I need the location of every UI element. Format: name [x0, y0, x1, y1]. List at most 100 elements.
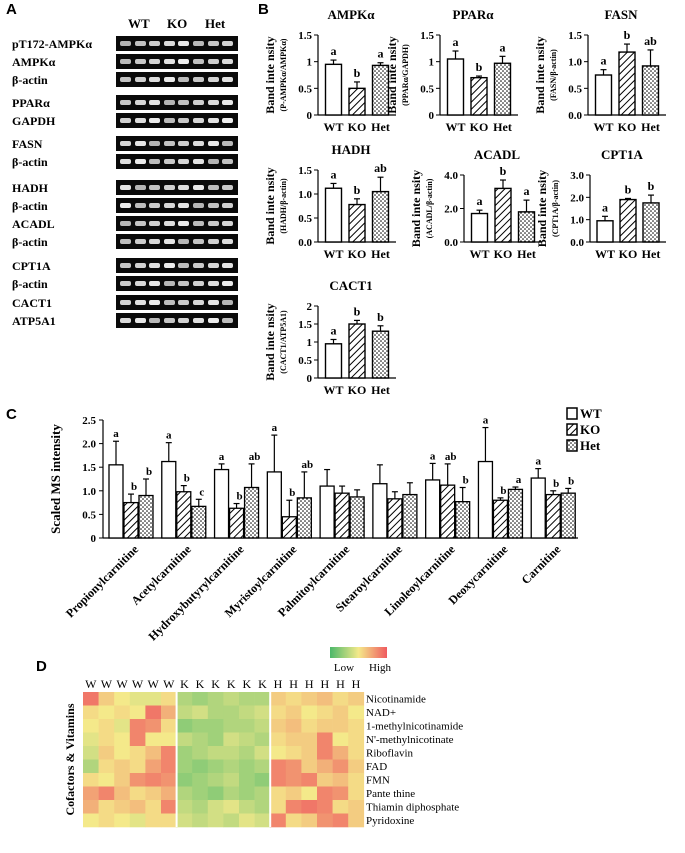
blot-label: PPARα — [12, 96, 50, 110]
heatmap-cell — [176, 786, 193, 801]
heatmap-cell — [145, 692, 162, 706]
bar-wt — [266, 471, 282, 539]
blot-label: β-actin — [12, 73, 48, 87]
heatmap-cell — [317, 732, 333, 747]
significance-letter: b — [568, 475, 574, 487]
heatmap-cell — [129, 719, 146, 733]
x-category-label: Stearoylcarnitine — [333, 542, 406, 615]
legend-swatch — [566, 407, 578, 420]
row-label: N'-methylnicotinate — [366, 734, 454, 746]
blot-band — [222, 203, 234, 208]
blot-band — [163, 239, 175, 244]
heatmap-cell — [270, 786, 287, 801]
heatmap-cell — [129, 732, 146, 747]
blot-band — [134, 318, 146, 323]
heatmap-cell — [223, 813, 240, 828]
blot-band — [193, 141, 204, 146]
blot-strip — [116, 136, 238, 151]
significance-letter: a — [516, 474, 522, 486]
blot-band — [163, 159, 175, 164]
heatmap-cell — [254, 786, 271, 801]
heatmap-cell — [239, 732, 255, 747]
bar-ko — [492, 499, 509, 539]
blot-band — [178, 221, 190, 226]
heatmap-cell — [348, 786, 365, 801]
heatmap-cell — [207, 719, 224, 733]
heatmap-cell — [114, 773, 131, 787]
heatmap-cell — [348, 800, 365, 814]
blot-label: β-actin — [12, 155, 48, 169]
blot-strip — [116, 36, 238, 51]
y-axis-label: Band inte nsity — [533, 36, 547, 113]
heatmap-cell — [239, 773, 255, 787]
y-tick-label: 3.0 — [570, 170, 584, 182]
significance-letter: b — [131, 481, 137, 493]
x-category-label: Myristoylcarnitine — [222, 542, 300, 620]
heatmap-cell — [348, 732, 365, 747]
y-tick-label: 1 — [429, 57, 435, 69]
significance-letter: c — [199, 486, 204, 498]
heatmap-cell — [129, 786, 146, 801]
heatmap-cell — [83, 813, 99, 828]
significance-letter: ab — [374, 161, 387, 175]
blot-band — [193, 159, 204, 164]
bar-ko — [387, 498, 403, 539]
blot-band — [222, 318, 234, 323]
heatmap-cell — [161, 692, 177, 706]
heatmap-cell — [270, 759, 287, 774]
blot-band — [207, 203, 219, 208]
x-category-label: Het — [371, 247, 390, 261]
heatmap-cell — [145, 800, 162, 814]
significance-letter: a — [331, 167, 337, 181]
y-tick-label: 2.0 — [570, 192, 584, 204]
blot-band — [120, 41, 131, 46]
blot-band — [120, 300, 131, 305]
heatmap-cell — [161, 759, 177, 774]
significance-letter: a — [453, 35, 459, 49]
bar-het — [138, 494, 154, 539]
y-axis-label: Band inte nsity — [409, 170, 423, 247]
significance-letter: b — [624, 28, 631, 42]
heatmap-cell — [207, 759, 224, 774]
significance-letter: a — [477, 194, 483, 208]
heatmap-cell — [129, 773, 146, 787]
heatmap-cell — [285, 813, 302, 828]
heatmap-cell — [207, 746, 224, 760]
blot-band — [222, 159, 234, 164]
blot-band — [193, 239, 204, 244]
heatmap-cell — [270, 773, 287, 787]
blot-band — [149, 59, 161, 64]
heatmap-cell — [83, 773, 99, 787]
column-header: H — [289, 677, 298, 691]
y-axis-sublabel: (ACADL/β-actin) — [425, 178, 434, 238]
blot-strip — [116, 258, 238, 273]
chart-title: PPARα — [453, 7, 495, 22]
blot-band — [163, 118, 175, 123]
column-header: H — [336, 677, 345, 691]
bar-het — [191, 505, 207, 539]
y-axis-sublabel: (CACT1/ATP5A1) — [279, 310, 288, 374]
blot-band — [163, 203, 175, 208]
heatmap-cell — [192, 732, 209, 747]
blot-band — [163, 141, 175, 146]
blot-band — [149, 239, 161, 244]
bar-het — [560, 492, 576, 539]
heatmap-cell — [270, 732, 287, 747]
bar-wt — [108, 464, 124, 539]
heatmap-cell — [223, 759, 240, 774]
bar-ko — [176, 491, 192, 539]
heatmap-cell — [145, 773, 162, 787]
blot-band — [134, 41, 146, 46]
bar-wt — [161, 460, 177, 539]
blot-band — [207, 59, 219, 64]
significance-letter: b — [354, 66, 361, 80]
y-tick-label: 1.5 — [298, 165, 312, 177]
heatmap-cell — [332, 786, 349, 801]
heatmap-cell — [176, 813, 193, 828]
blot-band — [178, 118, 190, 123]
chart-title: AMPKα — [328, 7, 376, 22]
blot-band — [149, 203, 161, 208]
blot-band — [134, 203, 146, 208]
heatmap-cell — [285, 800, 302, 814]
heatmap-cell — [114, 705, 131, 720]
